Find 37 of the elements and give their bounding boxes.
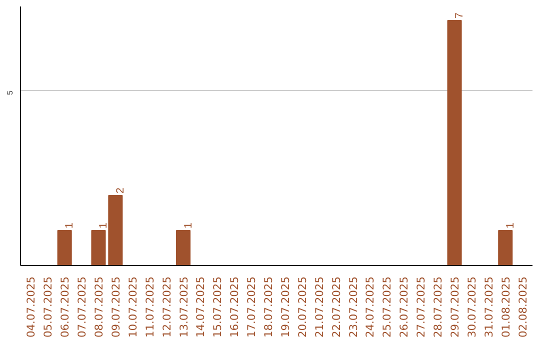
x-tick-label: 20.07.2025 [296,276,309,338]
x-tick-label: 21.07.2025 [312,276,326,338]
data-label: 7 [454,12,466,18]
x-tick-label: 31.07.2025 [482,276,496,338]
x-tick-label: 23.07.2025 [346,276,360,338]
x-tick-label: 27.07.2025 [414,276,428,338]
data-label: 2 [114,188,126,194]
x-tick-label: 10.07.2025 [126,276,140,338]
x-tick-label: 02.08.2025 [516,276,530,338]
x-tick-label: 12.07.2025 [160,276,174,338]
x-tick-label: 18.07.2025 [262,276,276,338]
x-tick-label: 29.07.2025 [448,276,462,338]
x-tick-label: 28.07.2025 [432,276,445,338]
x-tick-label: 13.07.2025 [177,276,190,338]
x-tick-label: 22.07.2025 [330,276,343,338]
x-tick-label: 08.07.2025 [92,276,106,338]
x-tick-label: 25.07.2025 [380,276,394,338]
y-tick-label: 5 [6,90,14,95]
x-tick-label: 11.07.2025 [143,276,156,338]
data-label: 1 [64,222,76,228]
x-tick-label: 26.07.2025 [398,276,411,338]
x-tick-label: 24.07.2025 [364,276,377,338]
x-tick-label: 16.07.2025 [228,276,242,338]
x-tick-label: 01.08.2025 [499,276,512,338]
data-label: 1 [504,222,516,228]
x-tick-label: 15.07.2025 [211,276,224,338]
x-tick-label: 30.07.2025 [465,276,478,338]
x-tick-label: 09.07.2025 [109,276,122,338]
x-tick-label: 17.07.2025 [245,276,258,338]
data-label: 1 [97,222,110,228]
data-label: 1 [182,222,194,228]
x-tick-label: 07.07.2025 [76,276,89,338]
x-tick-label: 05.07.2025 [42,276,55,338]
x-tick-label: 06.07.2025 [58,276,72,338]
x-tick-label: 04.07.2025 [24,276,38,338]
x-tick-label: 19.07.2025 [278,276,292,338]
x-tick-label: 14.07.2025 [194,276,208,338]
